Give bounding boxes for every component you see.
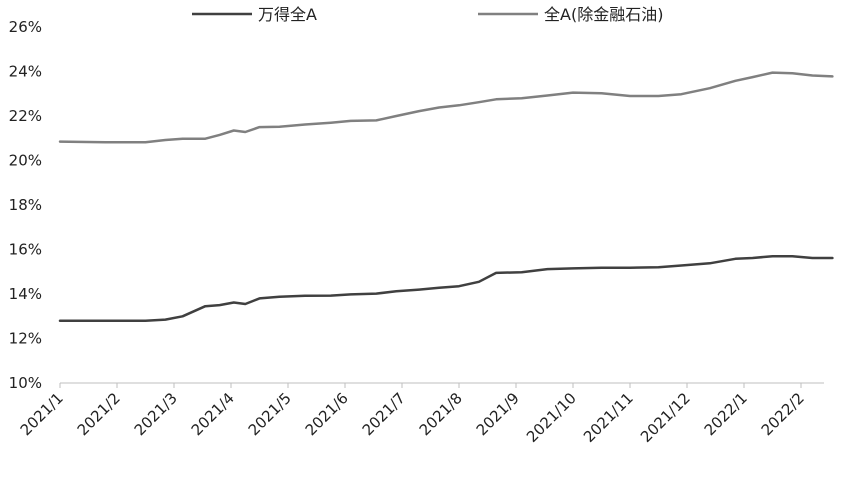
y-axis-ticks: 10% 12% 14% 16% 18% 20% 22% 24% 26% (9, 18, 42, 392)
x-tick-label: 2021/4 (188, 389, 238, 439)
y-tick-label: 12% (9, 330, 42, 348)
y-tick-label: 20% (9, 152, 42, 170)
x-tick-label: 2022/1 (701, 389, 751, 439)
x-tick-label: 2021/12 (637, 389, 694, 446)
y-tick-label: 10% (9, 374, 42, 392)
legend-label-series-1: 万得全A (258, 5, 317, 24)
y-tick-label: 22% (9, 107, 42, 125)
legend: 万得全A 全A(除金融石油) (192, 5, 663, 24)
series-line-1 (58, 254, 834, 322)
x-tick-label: 2021/6 (302, 389, 352, 439)
y-tick-label: 18% (9, 196, 42, 214)
series-lines (58, 71, 834, 322)
y-tick-label: 26% (9, 18, 42, 36)
x-tick-label: 2022/2 (758, 389, 808, 439)
x-tick-label: 2021/1 (17, 389, 67, 439)
x-axis-ticks: 2021/1 2021/2 2021/3 2021/4 2021/5 2021/6 2021… (17, 383, 808, 446)
series-line-2 (58, 71, 834, 144)
x-tick-label: 2021/10 (523, 389, 580, 446)
y-tick-label: 16% (9, 241, 42, 259)
x-tick-label: 2021/7 (359, 389, 409, 439)
x-tick-label: 2021/8 (416, 389, 466, 439)
y-tick-label: 14% (9, 285, 42, 303)
x-tick-label: 2021/5 (245, 389, 295, 439)
legend-label-series-2: 全A(除金融石油) (544, 5, 663, 24)
x-tick-label: 2021/3 (131, 389, 181, 439)
x-tick-label: 2021/2 (74, 389, 124, 439)
x-tick-label: 2021/11 (580, 389, 637, 446)
x-tick-label: 2021/9 (473, 389, 523, 439)
y-tick-label: 24% (9, 63, 42, 81)
